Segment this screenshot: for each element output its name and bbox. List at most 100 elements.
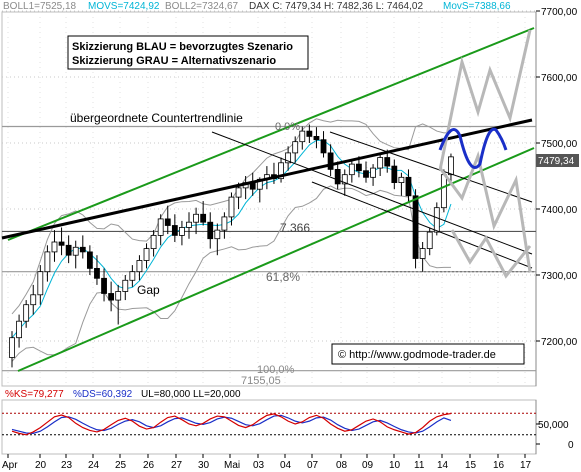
osc-y-tick-label: 50,000 xyxy=(538,420,569,431)
x-tick-label: 04 xyxy=(280,460,292,471)
bollinger-lower xyxy=(11,185,451,362)
candle xyxy=(412,189,419,269)
candle xyxy=(398,172,405,196)
y-tick-label: 7200,00 xyxy=(541,337,578,348)
fib-618-label: 61,8% xyxy=(266,270,300,284)
candle xyxy=(448,153,454,183)
candle-body xyxy=(171,225,178,236)
candle-body xyxy=(334,168,341,185)
candle-body xyxy=(9,337,15,358)
grey-scenario-up xyxy=(438,29,532,171)
candle-body xyxy=(200,213,207,223)
candle xyxy=(9,331,15,368)
candlesticks xyxy=(9,124,454,368)
y-tick-label: 7500,00 xyxy=(541,139,578,150)
stochastic-oscillator: 50,000 0 xyxy=(2,412,574,451)
candle xyxy=(405,169,412,203)
candle-body xyxy=(51,241,58,253)
candle xyxy=(363,161,369,183)
candle-body xyxy=(136,260,143,273)
candle-body xyxy=(164,218,171,226)
candle xyxy=(122,275,129,301)
x-tick-label: 17 xyxy=(520,460,532,471)
candle xyxy=(377,152,384,176)
candle xyxy=(200,201,207,226)
candle xyxy=(171,214,178,242)
candle-body xyxy=(16,320,22,339)
grey-scenario-low xyxy=(450,229,532,279)
y-axis: 7200,00 7300,00 7400,00 7500,00 7600,00 7700,… xyxy=(536,7,578,348)
x-tick-label: 26 xyxy=(143,460,155,471)
candle xyxy=(433,202,440,236)
candle-body xyxy=(86,251,93,269)
candle xyxy=(94,255,100,285)
candle xyxy=(23,300,30,328)
candle xyxy=(44,245,51,282)
osc-y-tick-label: 0 xyxy=(568,440,574,451)
x-tick-label: 30 xyxy=(198,460,210,471)
candle-body xyxy=(179,227,185,236)
candle xyxy=(30,284,37,315)
candle-body xyxy=(370,167,376,178)
candle xyxy=(228,192,235,226)
candle xyxy=(51,230,58,262)
candle xyxy=(150,230,157,257)
candle-body xyxy=(440,174,447,209)
candle xyxy=(370,164,376,186)
candle-body xyxy=(433,207,440,233)
candle-body xyxy=(37,271,44,296)
copyright-box: © http://www.godmode-trader.de xyxy=(331,343,525,365)
x-tick-label: 20 xyxy=(35,460,47,471)
candle-body xyxy=(23,304,30,322)
x-tick-label: 09 xyxy=(362,460,374,471)
channel-lower-line xyxy=(17,147,535,372)
grey-scenario-down xyxy=(438,150,532,273)
y-tick-label: 7300,00 xyxy=(541,271,578,282)
candle-body xyxy=(150,234,157,249)
movs2-value: MovS=7388,66 xyxy=(443,1,511,12)
candle xyxy=(313,127,320,149)
candle-body xyxy=(348,163,355,176)
candle xyxy=(164,205,171,235)
candle xyxy=(72,240,79,269)
candle-body xyxy=(115,291,122,301)
candle xyxy=(426,227,433,256)
candle xyxy=(37,265,44,305)
candle xyxy=(136,255,143,281)
candle-body xyxy=(363,170,369,178)
x-tick-label: Apr xyxy=(2,460,18,471)
candle xyxy=(235,182,242,209)
candle xyxy=(306,124,313,143)
x-tick-label: 03 xyxy=(253,460,265,471)
candle xyxy=(348,159,355,183)
candle xyxy=(186,212,192,239)
candle xyxy=(214,223,221,256)
grid-layer xyxy=(2,10,536,386)
candle-body xyxy=(320,139,327,154)
candle xyxy=(334,161,341,190)
fib-0-label: 0.0% xyxy=(275,121,300,133)
fib-100-label: 100,0% xyxy=(257,364,295,376)
candle-body xyxy=(327,152,334,170)
current-price-tag: 7479,34 xyxy=(536,154,579,167)
x-axis: Apr 20 23 24 25 26 27 30 Mai 03 04 07 08 09 10 11 14 15 16… xyxy=(2,454,532,471)
x-tick-label: 14 xyxy=(437,460,449,471)
candle-body xyxy=(412,195,419,259)
copyright-text: © http://www.godmode-trader.de xyxy=(338,349,496,361)
candle xyxy=(299,126,306,150)
candle-body xyxy=(44,251,51,273)
x-tick-label: 24 xyxy=(88,460,100,471)
candle xyxy=(278,157,284,183)
candle-body xyxy=(426,231,433,250)
candle-body xyxy=(228,196,235,218)
candle xyxy=(16,314,22,348)
current-price-text: 7479,34 xyxy=(538,156,575,167)
osc-levels: UL=80,000 LL=20,000 xyxy=(141,389,241,400)
candle-body xyxy=(101,277,107,294)
candle xyxy=(129,265,136,287)
candle-body xyxy=(79,246,86,253)
boll2-value: BOLL2=7324,67 xyxy=(165,1,239,12)
candle xyxy=(115,284,122,325)
